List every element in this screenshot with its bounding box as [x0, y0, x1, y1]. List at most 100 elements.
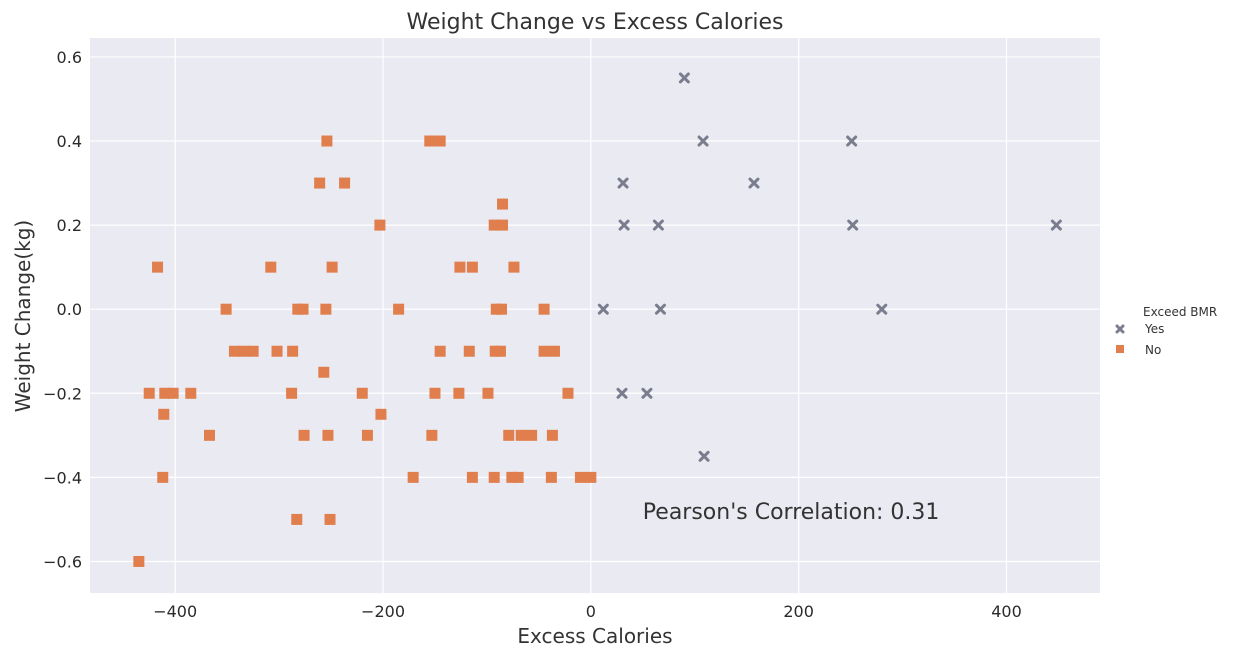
data-point — [424, 135, 436, 147]
data-point — [497, 198, 509, 210]
data-point — [339, 177, 351, 189]
data-point — [157, 471, 169, 483]
data-point — [324, 513, 336, 525]
annotation: Pearson's Correlation: 0.31 — [643, 500, 940, 525]
series-no — [133, 135, 597, 567]
data-point — [488, 471, 500, 483]
y-tick-label: 0.0 — [57, 300, 82, 319]
y-tick-label: −0.2 — [43, 384, 82, 403]
data-point — [697, 135, 709, 147]
data-point — [426, 429, 438, 441]
data-point — [512, 471, 524, 483]
data-point — [488, 219, 500, 231]
data-point — [617, 177, 629, 189]
data-point — [1115, 324, 1125, 334]
data-point — [374, 219, 386, 231]
data-point — [515, 429, 527, 441]
data-point — [482, 387, 494, 399]
data-point — [495, 303, 507, 315]
y-tick-label: 0.4 — [57, 132, 82, 151]
data-point — [454, 261, 466, 273]
data-point — [503, 429, 515, 441]
data-point — [652, 219, 664, 231]
series-yes — [597, 72, 1062, 462]
x-tick-label: −200 — [361, 602, 405, 621]
legend-marker-x-icon — [1115, 324, 1125, 334]
data-point — [538, 303, 550, 315]
data-point — [287, 345, 299, 357]
data-point — [265, 261, 277, 273]
data-point — [641, 387, 653, 399]
data-point — [678, 72, 690, 84]
data-point — [429, 387, 441, 399]
y-axis-label: Weight Change(kg) — [11, 220, 35, 413]
legend-title: Exceed BMR — [1143, 305, 1217, 319]
legend-item-no: No — [1116, 343, 1161, 357]
tick-labels: −400 −200 0 200 400 −0.6 −0.4 −0.2 0.0 0.2 0.4 0.6 — [43, 48, 1022, 621]
data-point — [238, 345, 250, 357]
data-point — [463, 345, 475, 357]
data-point — [562, 387, 574, 399]
data-point — [361, 429, 373, 441]
data-point — [876, 303, 888, 315]
data-points — [133, 72, 1062, 567]
legend-marker-square-icon — [1116, 345, 1124, 353]
x-tick-label: 200 — [783, 602, 814, 621]
legend-label-yes: Yes — [1144, 322, 1164, 336]
data-point — [158, 408, 170, 420]
data-point — [597, 303, 609, 315]
data-point — [393, 303, 405, 315]
data-point — [220, 303, 232, 315]
plot-background — [90, 38, 1100, 593]
x-tick-label: −400 — [153, 602, 197, 621]
data-point — [133, 555, 145, 567]
data-point — [545, 471, 557, 483]
data-point — [1050, 219, 1062, 231]
data-point — [585, 471, 597, 483]
data-point — [228, 345, 240, 357]
data-point — [375, 408, 387, 420]
y-tick-label: 0.2 — [57, 216, 82, 235]
data-point — [748, 177, 760, 189]
data-point — [159, 387, 171, 399]
y-tick-label: 0.6 — [57, 48, 82, 67]
y-tick-label: −0.4 — [43, 468, 82, 487]
data-point — [616, 387, 628, 399]
data-point — [298, 429, 310, 441]
data-point — [497, 219, 509, 231]
data-point — [326, 261, 338, 273]
legend-item-yes: Yes — [1115, 322, 1164, 336]
data-point — [698, 450, 710, 462]
x-tick-label: 400 — [991, 602, 1022, 621]
x-axis-label: Excess Calories — [517, 624, 672, 648]
data-point — [847, 219, 859, 231]
data-point — [538, 345, 550, 357]
data-point — [356, 387, 368, 399]
data-point — [434, 135, 446, 147]
data-point — [320, 303, 332, 315]
data-point — [434, 345, 446, 357]
legend-label-no: No — [1145, 343, 1161, 357]
data-point — [167, 387, 179, 399]
data-point — [203, 429, 215, 441]
data-point — [654, 303, 666, 315]
data-point — [846, 135, 858, 147]
data-point — [546, 429, 558, 441]
data-point — [574, 471, 586, 483]
data-point — [618, 219, 630, 231]
data-point — [407, 471, 419, 483]
data-point — [321, 135, 333, 147]
data-point — [526, 429, 538, 441]
data-point — [152, 261, 164, 273]
y-tick-label: −0.6 — [43, 552, 82, 571]
chart-title: Weight Change vs Excess Calories — [407, 10, 784, 35]
data-point — [494, 345, 506, 357]
data-point — [1116, 345, 1124, 353]
data-point — [143, 387, 155, 399]
legend: Exceed BMR Yes No — [1115, 305, 1217, 357]
data-point — [286, 387, 298, 399]
x-tick-label: 0 — [586, 602, 596, 621]
data-point — [247, 345, 259, 357]
data-point — [466, 261, 478, 273]
